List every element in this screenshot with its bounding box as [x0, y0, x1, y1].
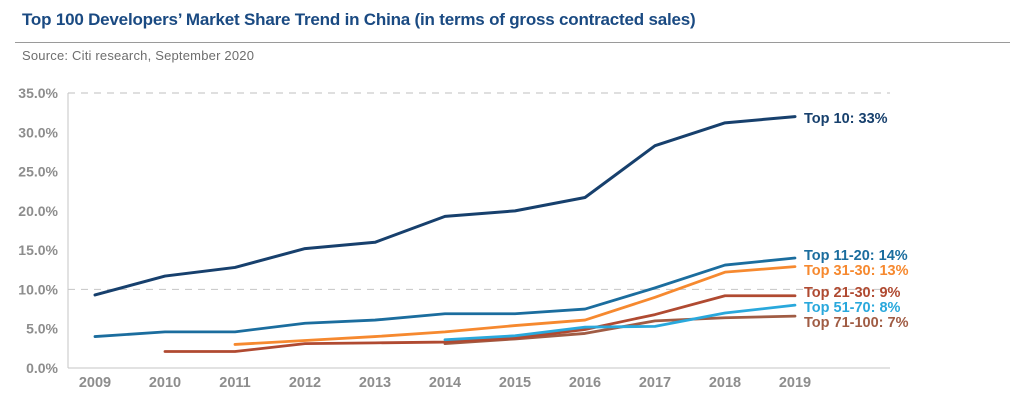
y-axis-label: 30.0% — [18, 124, 58, 140]
x-axis-label: 2012 — [289, 375, 321, 391]
x-axis-label: 2013 — [359, 375, 391, 391]
source-caption: Source: Citi research, September 2020 — [22, 48, 255, 63]
y-axis-label: 0.0% — [26, 360, 58, 376]
x-axis-label: 2015 — [499, 375, 531, 391]
series-end-label-top11-20: Top 11-20: 14% — [804, 248, 908, 264]
y-axis-label: 35.0% — [18, 85, 58, 101]
series-line-top31-30 — [233, 265, 797, 346]
x-axis-label: 2018 — [709, 375, 741, 391]
series-end-label-top71-100: Top 71-100: 7% — [804, 315, 909, 331]
y-axis-label: 25.0% — [18, 164, 58, 180]
x-axis-label: 2017 — [639, 375, 671, 391]
series-end-label-top31-30: Top 31-30: 13% — [804, 263, 909, 279]
y-axis-label: 5.0% — [26, 321, 58, 337]
series-line-top51-70 — [443, 303, 797, 342]
y-axis-label: 15.0% — [18, 242, 58, 258]
series-line-top10 — [93, 115, 797, 297]
y-axis-label: 20.0% — [18, 203, 58, 219]
chart-title: Top 100 Developers’ Market Share Trend i… — [22, 10, 696, 29]
x-axis-label: 2019 — [779, 375, 811, 391]
series-end-label-top21-30: Top 21-30: 9% — [804, 285, 901, 301]
series-line-top21-30 — [163, 294, 797, 353]
x-axis-label: 2009 — [79, 375, 111, 391]
x-axis-label: 2016 — [569, 375, 601, 391]
x-axis-label: 2011 — [219, 375, 250, 391]
x-axis-label: 2010 — [149, 375, 181, 391]
y-axis-label: 10.0% — [18, 281, 58, 297]
plot-area: 0.0% 5.0% 10.0% 15.0% 20.0% 25.0% 30.0% 35.0% 20… — [18, 85, 908, 391]
series-line-top11-20 — [93, 256, 797, 338]
series-end-label-top51-70: Top 51-70: 8% — [804, 300, 901, 316]
title-divider — [15, 42, 1010, 43]
x-axis-label: 2014 — [429, 375, 461, 391]
series-end-label-top10: Top 10: 33% — [804, 111, 888, 127]
